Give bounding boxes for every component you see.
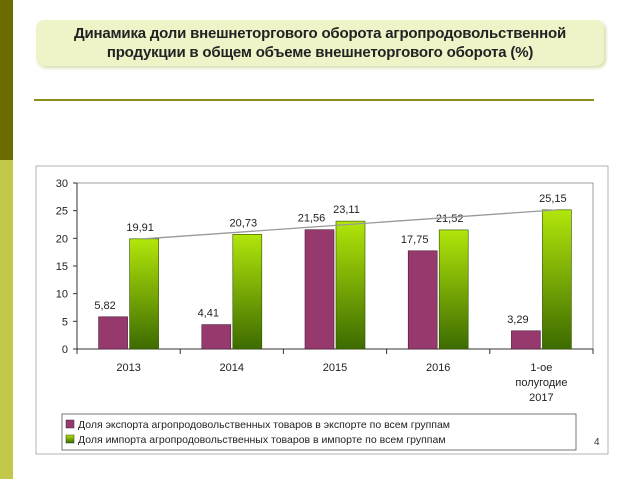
y-tick-label: 0 <box>62 344 68 356</box>
bar-export <box>98 316 128 350</box>
side-accent-bar-bottom <box>0 160 13 479</box>
bar-import <box>232 233 263 350</box>
legend-swatch-import <box>65 434 75 444</box>
y-tick-label: 20 <box>56 233 68 245</box>
bar-import <box>335 220 366 350</box>
title-divider <box>34 99 594 101</box>
data-label-import: 25,15 <box>539 193 567 205</box>
trend-line <box>144 209 557 240</box>
title-box: Динамика доли внешнеторгового оборота аг… <box>36 20 604 66</box>
bar-import <box>129 238 159 350</box>
x-tick-label: 2014 <box>220 362 244 374</box>
page-number: 4 <box>594 437 600 448</box>
y-tick-label: 25 <box>56 206 68 218</box>
y-tick-label: 5 <box>62 316 68 328</box>
x-tick-label: 2013 <box>116 362 140 374</box>
x-tick-label: полугодие <box>515 377 567 389</box>
data-label-export: 3,29 <box>507 314 528 326</box>
legend-label-import: Доля импорта агропродовольственных товар… <box>78 434 446 446</box>
side-accent-bar-top <box>0 0 13 160</box>
bar-export <box>201 324 232 350</box>
data-label-import: 19,91 <box>126 222 154 234</box>
data-label-export: 17,75 <box>401 234 429 246</box>
data-label-import: 21,52 <box>436 213 464 225</box>
data-label-import: 20,73 <box>230 217 258 229</box>
y-tick-label: 10 <box>56 289 68 301</box>
bar-export <box>304 229 335 350</box>
y-tick-label: 30 <box>56 178 68 190</box>
legend-swatch-export <box>65 419 75 429</box>
x-tick-label: 1-ое <box>530 362 552 374</box>
y-tick-label: 15 <box>56 261 68 273</box>
x-tick-label: 2016 <box>426 362 450 374</box>
x-tick-label: 2017 <box>529 392 553 404</box>
data-label-import: 23,11 <box>333 204 360 216</box>
bar-export <box>407 250 438 350</box>
x-tick-label: 2015 <box>323 362 347 374</box>
data-label-export: 4,41 <box>198 308 219 320</box>
bar-import <box>438 229 469 350</box>
legend-box <box>61 413 577 451</box>
slide-title: Динамика доли внешнеторгового оборота аг… <box>74 25 566 61</box>
bar-export <box>511 330 541 350</box>
legend-label-export: Доля экспорта агропродовольственных това… <box>78 419 450 431</box>
data-label-export: 21,56 <box>298 213 326 225</box>
data-label-export: 5,82 <box>94 300 115 312</box>
bar-import <box>542 209 572 350</box>
